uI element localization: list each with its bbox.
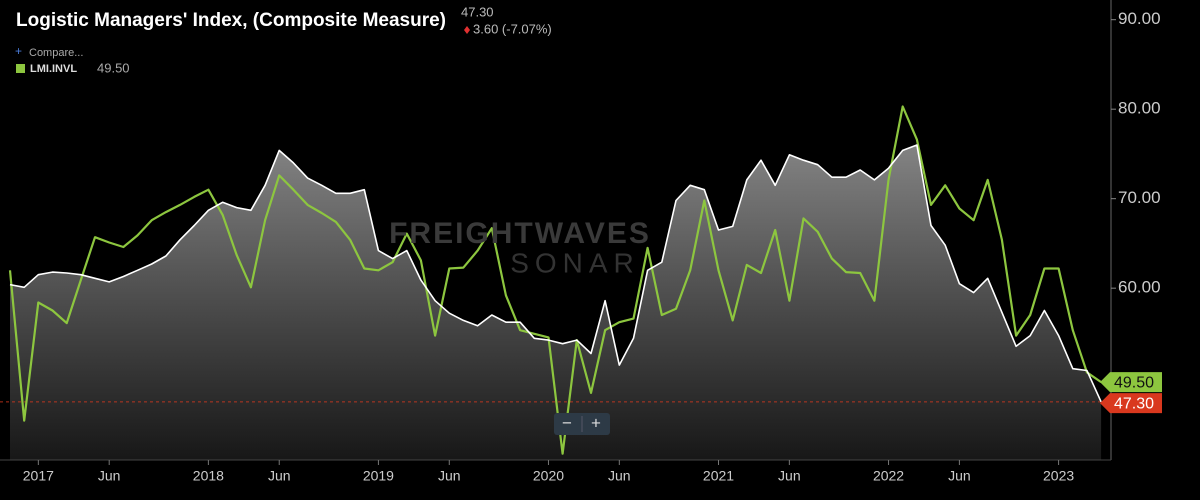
plot-area <box>0 105 1111 460</box>
series-area <box>10 145 1102 460</box>
x-tick-label: Jun <box>948 468 971 484</box>
x-tick-label: 2020 <box>533 468 564 484</box>
value-badge-label: 49.50 <box>1114 374 1154 391</box>
x-tick-label: 2022 <box>873 468 904 484</box>
legend-swatch <box>16 64 25 73</box>
y-tick-label: 60.00 <box>1118 278 1161 297</box>
x-tick-label: 2021 <box>703 468 734 484</box>
x-tick-label: Jun <box>438 468 461 484</box>
x-tick-label: 2019 <box>363 468 394 484</box>
legend-label: LMI.INVL <box>30 63 77 75</box>
value-badge <box>1100 393 1162 414</box>
x-tick-label: Jun <box>778 468 801 484</box>
y-tick-label: 70.00 <box>1118 188 1161 207</box>
watermark: SONAR <box>510 247 640 278</box>
x-tick-label: 2018 <box>193 468 224 484</box>
y-tick-label: 80.00 <box>1118 99 1161 118</box>
y-tick-label: 90.00 <box>1118 9 1161 28</box>
x-tick-label: 2017 <box>23 468 54 484</box>
series-line <box>8 105 1102 455</box>
x-tick-label: Jun <box>608 468 631 484</box>
header-change: 3.60 (-7.07%) <box>473 21 552 36</box>
compare-link[interactable]: Compare... <box>29 47 83 59</box>
value-badge-label: 47.30 <box>1114 395 1154 412</box>
watermark: FREIGHTWAVES <box>389 217 651 250</box>
x-tick-label: Jun <box>98 468 121 484</box>
zoom-controls: − + <box>554 413 610 435</box>
header-value: 47.30 <box>461 4 494 19</box>
compare-icon[interactable]: + <box>15 44 22 58</box>
zoom-out[interactable]: − <box>562 413 572 432</box>
legend-value: 49.50 <box>97 60 130 75</box>
value-badge <box>1100 372 1162 393</box>
series-line <box>9 144 1102 403</box>
zoom-in[interactable]: + <box>591 413 601 432</box>
change-marker <box>464 26 470 34</box>
x-tick-label: Jun <box>268 468 291 484</box>
x-tick-label: 2023 <box>1043 468 1074 484</box>
chart-title: Logistic Managers' Index, (Composite Mea… <box>16 10 446 31</box>
